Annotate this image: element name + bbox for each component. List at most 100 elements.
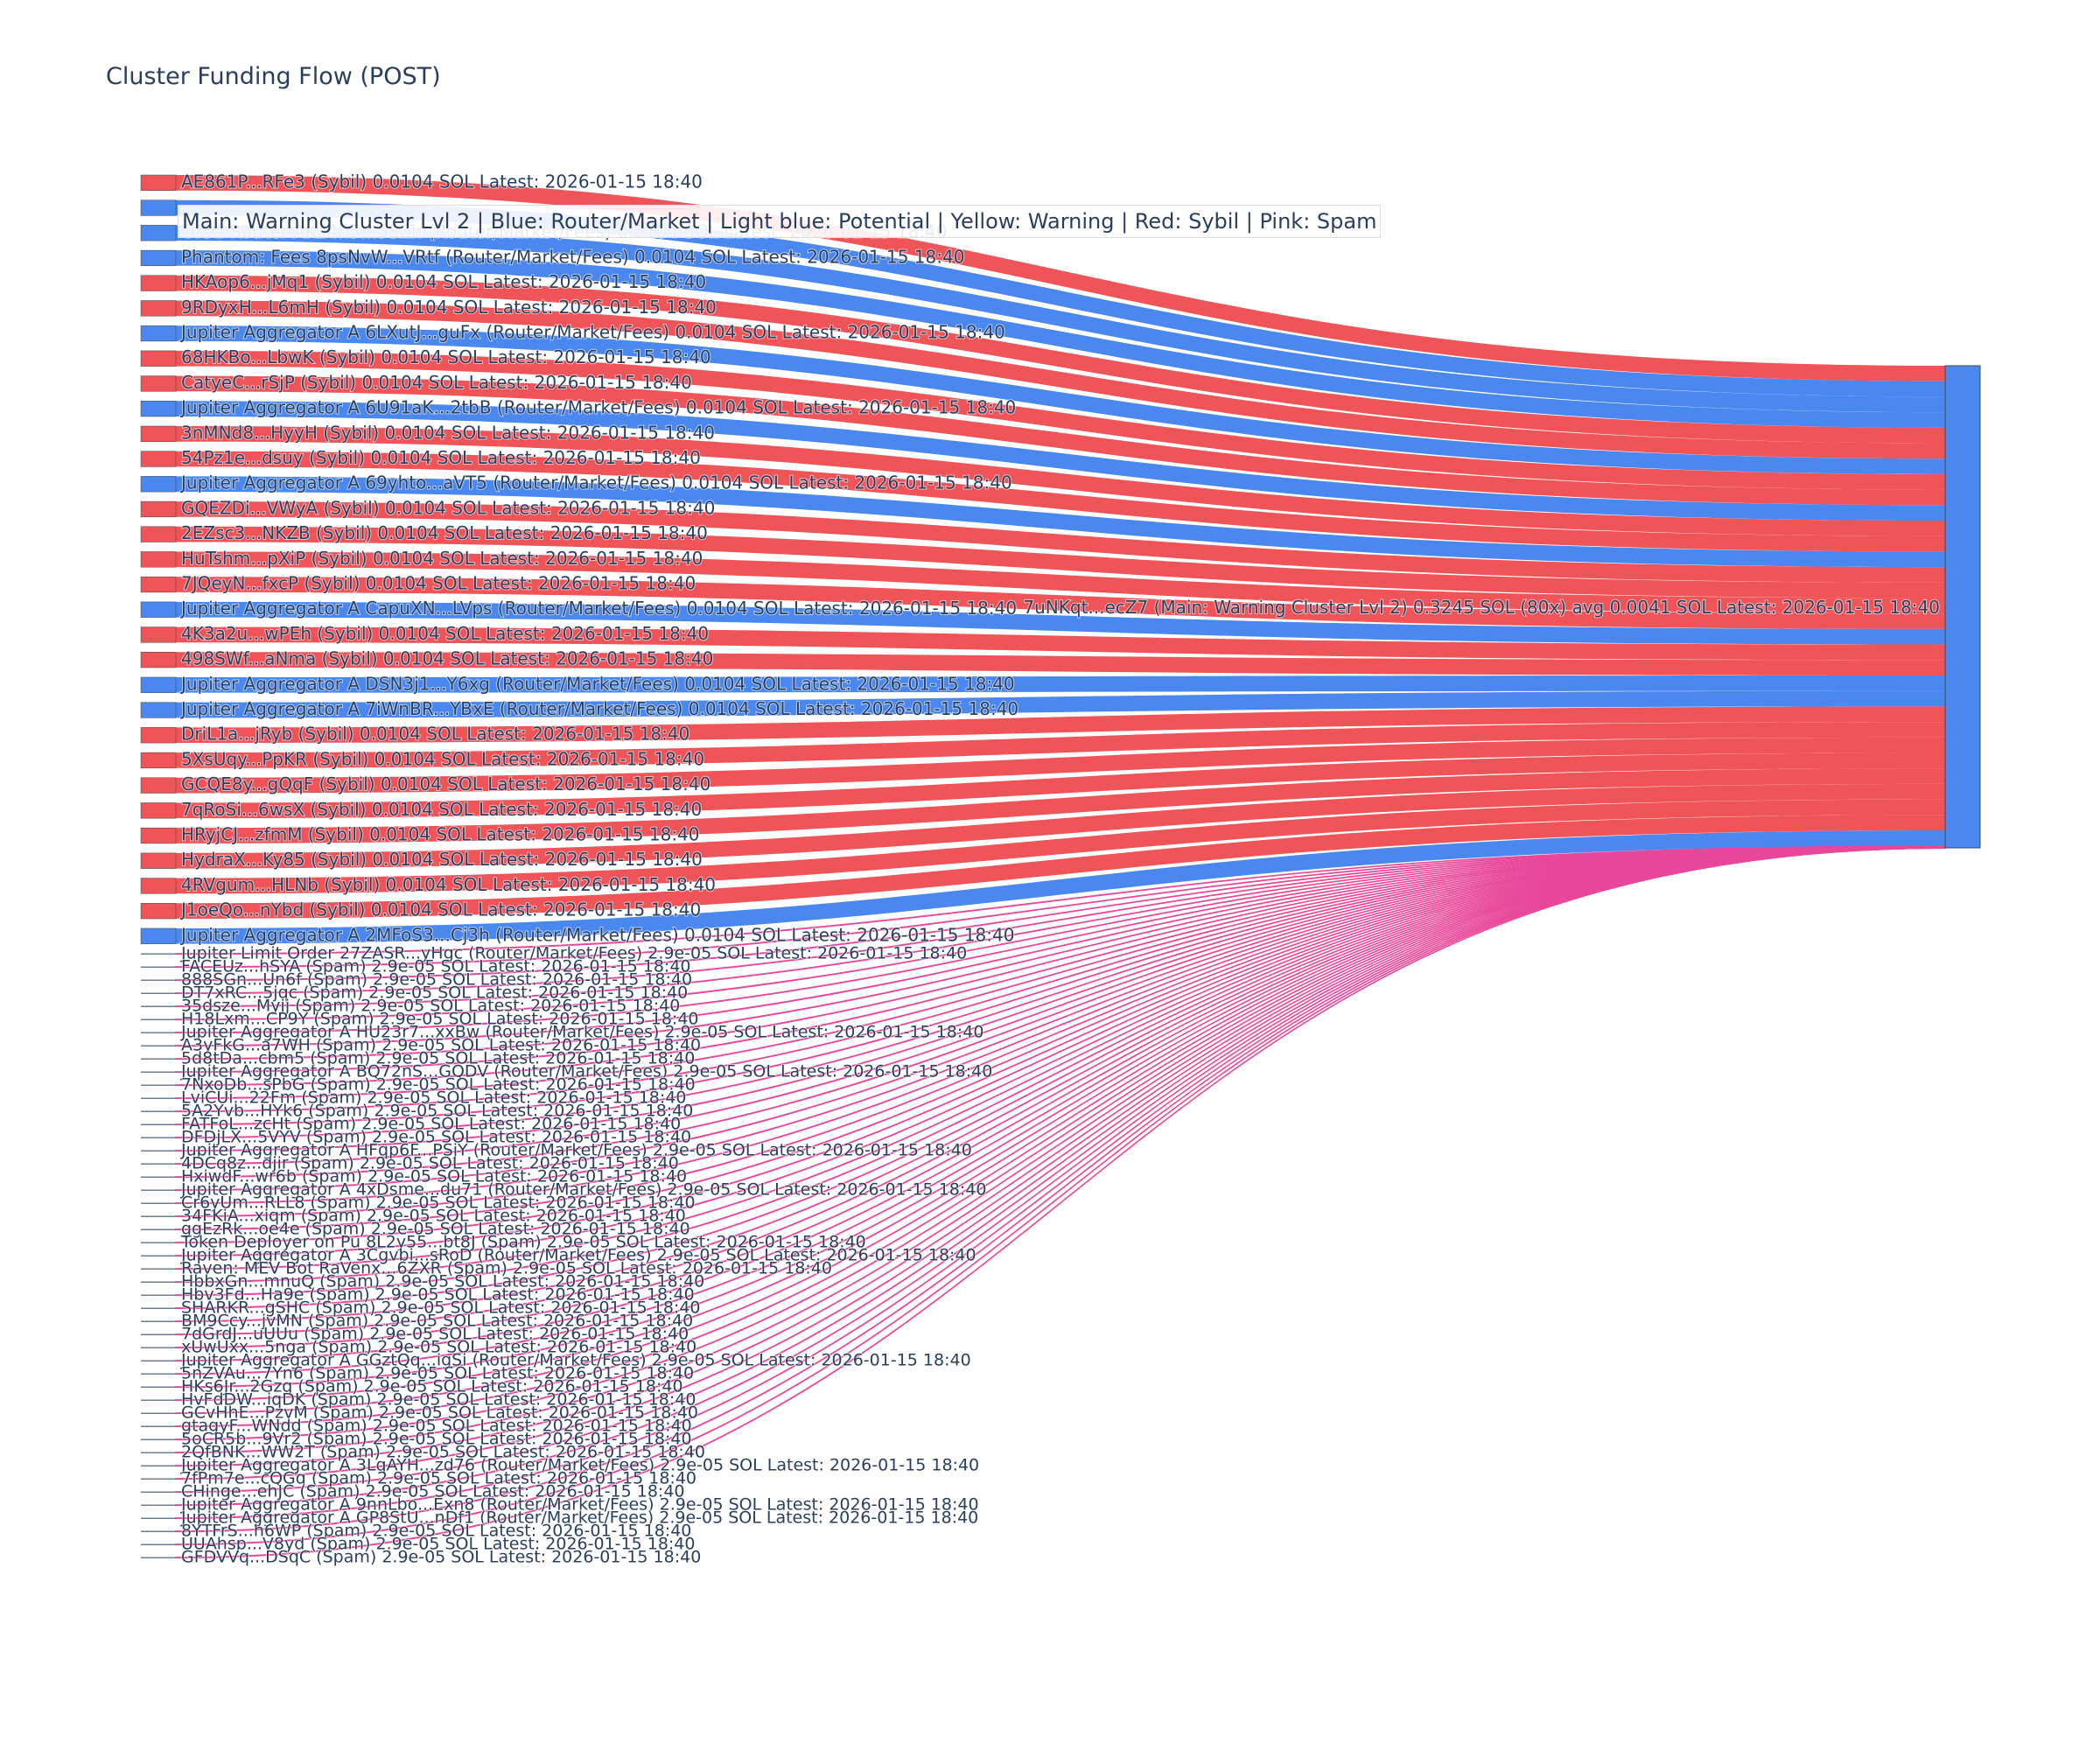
sankey-source-node[interactable] xyxy=(141,1242,176,1243)
sankey-source-label: Jupiter Aggregator A 6U91aK...2tbB (Rout… xyxy=(179,397,1016,418)
sankey-source-node[interactable] xyxy=(140,878,177,894)
sankey-source-label: FACEUz...hSYA (Spam) 2.9e-05 SOL Latest:… xyxy=(181,957,691,976)
sankey-source-label: Jupiter Aggregator A 6LXutJ...guFx (Rout… xyxy=(179,322,1005,343)
sankey-source-node[interactable] xyxy=(140,676,177,693)
sankey-source-node[interactable] xyxy=(141,1268,176,1270)
sankey-source-label: 8YTFrS...h6WP (Spam) 2.9e-05 SOL Latest:… xyxy=(181,1522,691,1541)
sankey-source-label: AE861P...RFe3 (Sybil) 0.0104 SOL Latest:… xyxy=(181,171,703,192)
sankey-source-node[interactable] xyxy=(141,1425,176,1427)
sankey-link xyxy=(176,476,1945,568)
sankey-source-label: Jupiter Limit Order 27ZASR...yHgc (Route… xyxy=(180,944,967,963)
sankey-source-node[interactable] xyxy=(141,1110,176,1112)
sankey-source-label: 3nMNd8...HyyH (Sybil) 0.0104 SOL Latest:… xyxy=(181,422,715,443)
sankey-source-label: 7fPm7e...cQGq (Spam) 2.9e-05 SOL Latest:… xyxy=(181,1469,696,1488)
sankey-source-node[interactable] xyxy=(140,451,177,467)
sankey-source-node[interactable] xyxy=(140,551,177,568)
sankey-source-node[interactable] xyxy=(141,1294,176,1296)
sankey-source-node[interactable] xyxy=(140,500,177,518)
sankey-source-node[interactable] xyxy=(141,1058,176,1060)
sankey-source-node[interactable] xyxy=(141,1189,176,1191)
sankey-source-label: HuTshm...pXiP (Sybil) 0.0104 SOL Latest:… xyxy=(181,548,703,569)
sankey-source-node[interactable] xyxy=(141,1071,176,1073)
sankey-source-node[interactable] xyxy=(141,1228,176,1230)
sankey-source-node[interactable] xyxy=(141,1320,176,1322)
sankey-source-node[interactable] xyxy=(140,350,177,367)
sankey-source-node[interactable] xyxy=(141,1544,176,1545)
sankey-source-node[interactable] xyxy=(140,200,177,216)
sankey-source-label: 2QfBNK...WW2T (Spam) 2.9e-05 SOL Latest:… xyxy=(181,1443,705,1462)
sankey-source-node[interactable] xyxy=(140,375,177,392)
sankey-source-node[interactable] xyxy=(141,979,176,981)
sankey-source-label: 5XsUqy...PpKR (Sybil) 0.0104 SOL Latest:… xyxy=(181,748,704,769)
sankey-source-node[interactable] xyxy=(140,626,177,643)
sankey-target-node[interactable] xyxy=(1944,365,1981,849)
sankey-source-node[interactable] xyxy=(141,1386,176,1388)
sankey-source-node[interactable] xyxy=(140,727,177,744)
sankey-source-node[interactable] xyxy=(141,1097,176,1099)
sankey-source-node[interactable] xyxy=(141,1373,176,1375)
sankey-source-node[interactable] xyxy=(141,1399,176,1401)
sankey-source-node[interactable] xyxy=(140,300,177,317)
sankey-source-node[interactable] xyxy=(140,526,177,542)
sankey-source-label: Jupiter Aggregator A DSN3j1...Y6xg (Rout… xyxy=(179,673,1015,694)
sankey-source-node[interactable] xyxy=(141,1084,176,1086)
sankey-source-node[interactable] xyxy=(141,1504,176,1506)
sankey-source-node[interactable] xyxy=(141,1124,176,1125)
sankey-source-label: Jupiter Aggregator A CapuXN...LVps (Rout… xyxy=(179,598,1017,619)
sankey-source-label: Jupiter Aggregator A HU23r7...xxBw (Rout… xyxy=(180,1023,984,1042)
sankey-source-label: BM9Ccy...jvMN (Spam) 2.9e-05 SOL Latest:… xyxy=(181,1312,693,1331)
sankey-source-node[interactable] xyxy=(141,1032,176,1033)
sankey-source-node[interactable] xyxy=(140,425,177,442)
sankey-source-node[interactable] xyxy=(140,827,177,844)
sankey-source-node[interactable] xyxy=(141,1412,176,1414)
sankey-source-node[interactable] xyxy=(140,225,177,242)
sankey-source-node[interactable] xyxy=(141,992,176,994)
sankey-source-node[interactable] xyxy=(141,1307,176,1309)
sankey-source-node[interactable] xyxy=(141,953,176,955)
sankey-link xyxy=(176,690,1945,718)
sankey-source-node[interactable] xyxy=(141,1478,176,1480)
sankey-source-label: Raven: MEV Bot RaVenx...6ZXR (Spam) 2.9e… xyxy=(181,1259,832,1278)
sankey-source-node[interactable] xyxy=(141,1360,176,1362)
sankey-source-node[interactable] xyxy=(140,275,177,291)
sankey-source-label: xUwUxx...5nga (Spam) 2.9e-05 SOL Latest:… xyxy=(181,1338,696,1357)
sankey-source-node[interactable] xyxy=(141,1517,176,1519)
sankey-source-node[interactable] xyxy=(140,576,177,593)
sankey-source-label: ggEzRk...oe4e (Spam) 2.9e-05 SOL Latest:… xyxy=(181,1220,690,1239)
sankey-source-node[interactable] xyxy=(141,1215,176,1217)
sankey-source-node[interactable] xyxy=(140,652,177,668)
sankey-source-label: CHinge...ehJC (Spam) 2.9e-05 SOL Latest:… xyxy=(181,1482,685,1502)
sankey-source-node[interactable] xyxy=(141,1163,176,1165)
sankey-source-node[interactable] xyxy=(140,777,177,794)
sankey-source-node[interactable] xyxy=(141,1018,176,1020)
sankey-source-node[interactable] xyxy=(141,1202,176,1204)
sankey-source-node[interactable] xyxy=(140,903,177,920)
sankey-source-node[interactable] xyxy=(141,1150,176,1152)
sankey-nodes xyxy=(140,174,1981,1558)
sankey-source-node[interactable] xyxy=(140,702,177,718)
sankey-link xyxy=(176,350,1945,490)
sankey-source-node[interactable] xyxy=(141,1438,176,1440)
sankey-source-node[interactable] xyxy=(141,1281,176,1283)
sankey-source-node[interactable] xyxy=(141,1176,176,1178)
sankey-link xyxy=(176,577,1945,629)
sankey-source-node[interactable] xyxy=(140,802,177,819)
sankey-source-node[interactable] xyxy=(141,1491,176,1493)
sankey-source-node[interactable] xyxy=(140,174,177,191)
sankey-source-node[interactable] xyxy=(140,476,177,493)
sankey-source-node[interactable] xyxy=(141,1530,176,1532)
sankey-source-node[interactable] xyxy=(140,249,177,267)
sankey-source-node[interactable] xyxy=(140,325,177,342)
sankey-link xyxy=(176,526,1945,598)
sankey-source-node[interactable] xyxy=(141,966,176,968)
sankey-source-node[interactable] xyxy=(140,401,177,417)
sankey-source-node[interactable] xyxy=(141,1334,176,1335)
sankey-source-node[interactable] xyxy=(140,601,177,618)
sankey-link xyxy=(176,601,1945,645)
sankey-source-node[interactable] xyxy=(140,852,177,869)
sankey-source-node[interactable] xyxy=(140,752,177,769)
sankey-source-node[interactable] xyxy=(141,1005,176,1007)
sankey-source-node[interactable] xyxy=(140,928,177,944)
sankey-source-node[interactable] xyxy=(141,1452,176,1453)
